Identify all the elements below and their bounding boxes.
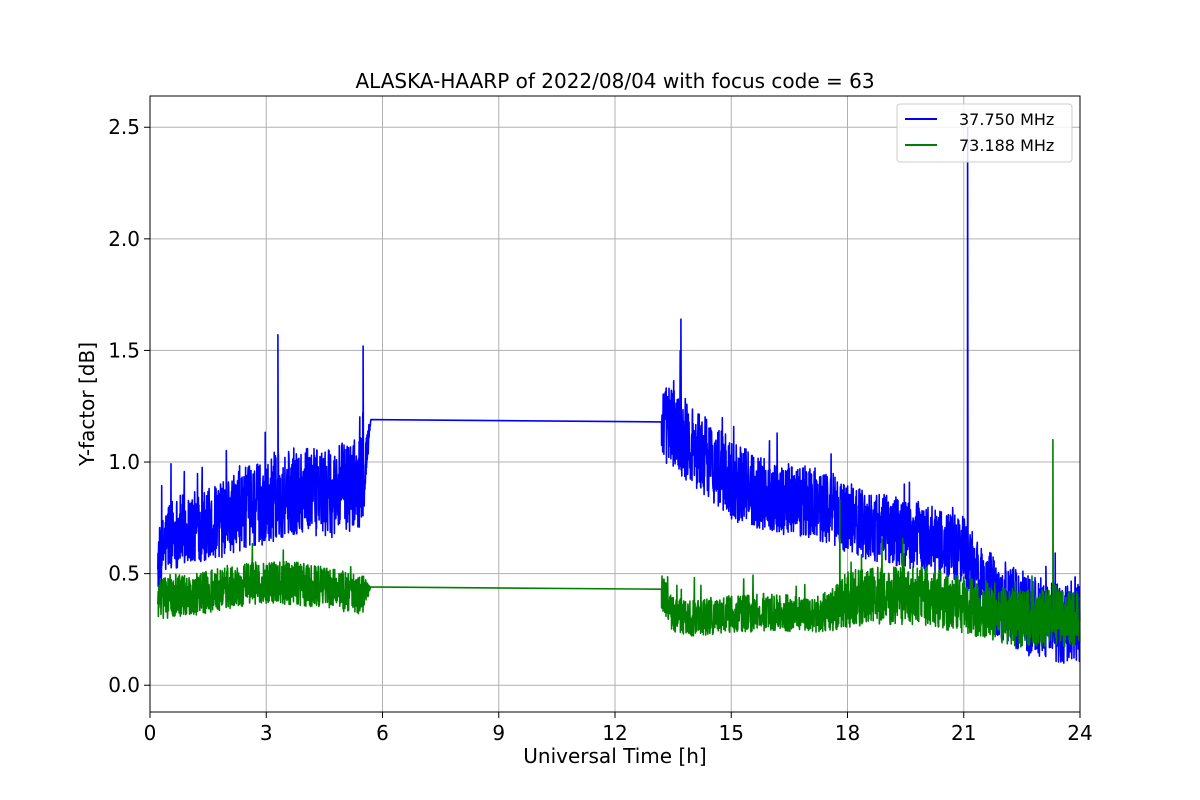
x-axis-ticks: 0 3 6 9 12 15 18 21 24 bbox=[144, 712, 1093, 745]
x-axis-label: Universal Time [h] bbox=[523, 744, 706, 768]
y-tick-label: 1.5 bbox=[108, 338, 140, 362]
chart-title: ALASKA-HAARP of 2022/08/04 with focus co… bbox=[355, 69, 874, 93]
y-axis-label: Y-factor [dB] bbox=[75, 342, 99, 467]
y-tick-label: 0.5 bbox=[108, 562, 140, 586]
x-tick-label: 9 bbox=[492, 721, 505, 745]
legend-entry: 37.750 MHz bbox=[959, 110, 1054, 129]
x-tick-label: 15 bbox=[719, 721, 744, 745]
y-tick-label: 2.0 bbox=[108, 227, 140, 251]
x-tick-label: 12 bbox=[602, 721, 627, 745]
series-layer bbox=[157, 126, 1081, 664]
x-tick-label: 0 bbox=[144, 721, 157, 745]
legend: 37.750 MHz 73.188 MHz bbox=[896, 103, 1073, 163]
y-tick-label: 0.0 bbox=[108, 673, 140, 697]
series-line-1 bbox=[157, 438, 1081, 648]
legend-entry: 73.188 MHz bbox=[959, 136, 1054, 155]
y-axis-ticks: 0.0 0.5 1.0 1.5 2.0 2.5 bbox=[108, 115, 150, 697]
y-tick-label: 1.0 bbox=[108, 450, 140, 474]
x-tick-label: 21 bbox=[951, 721, 976, 745]
x-tick-label: 18 bbox=[835, 721, 860, 745]
legend-box bbox=[896, 103, 1073, 163]
x-tick-label: 6 bbox=[376, 721, 389, 745]
x-tick-label: 3 bbox=[260, 721, 273, 745]
y-tick-label: 2.5 bbox=[108, 115, 140, 139]
series-line-0 bbox=[157, 126, 1081, 664]
x-tick-label: 24 bbox=[1067, 721, 1092, 745]
